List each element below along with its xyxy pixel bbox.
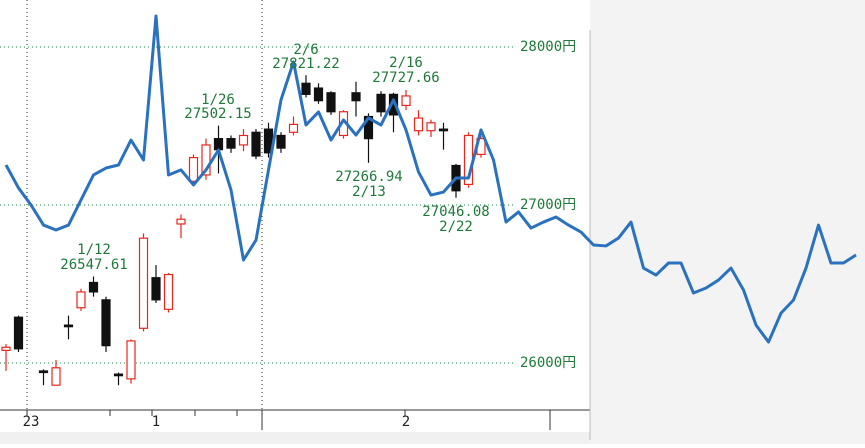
- x-tick-label: 2: [402, 414, 410, 430]
- candle-body: [313, 87, 324, 102]
- y-tick-label: 28000円: [520, 39, 576, 55]
- candle-body: [413, 117, 424, 132]
- candle-body: [38, 370, 49, 374]
- candle-body: [201, 144, 211, 176]
- y-tick-label: 27000円: [520, 197, 576, 213]
- annotation-date: 2/16: [389, 55, 423, 71]
- candle-body: [138, 237, 149, 329]
- candle-body: [151, 277, 161, 301]
- candle-body: [376, 93, 386, 113]
- candle-body: [88, 281, 99, 293]
- annotation-price: 27502.15: [184, 106, 251, 122]
- candle-body: [401, 95, 411, 107]
- outside-area: [590, 0, 865, 444]
- candle-body: [113, 373, 124, 377]
- candle-body: [101, 299, 111, 347]
- candle-body: [226, 138, 236, 149]
- annotation-price: 26547.61: [60, 257, 127, 273]
- candle-body: [188, 156, 199, 182]
- candle-body: [163, 273, 174, 310]
- candle-body: [176, 218, 186, 225]
- x-tick-label: 23: [23, 414, 40, 430]
- annotation-date: 2/22: [439, 219, 473, 235]
- candle-body: [63, 324, 74, 328]
- price-line: [4, 14, 857, 344]
- candle-body: [51, 367, 61, 386]
- y-tick-label: 26000円: [520, 355, 576, 371]
- annotation-price: 27046.08: [422, 204, 489, 220]
- annotation-date: 2/6: [293, 42, 318, 58]
- candle-body: [288, 123, 299, 133]
- candle-body: [426, 122, 436, 132]
- annotation-price: 27266.94: [335, 169, 402, 185]
- bottom-strip: [0, 432, 590, 444]
- candle-body: [13, 316, 24, 350]
- annotation-date: 1/12: [77, 242, 111, 258]
- candle-body: [438, 128, 449, 132]
- annotation-date: 1/26: [201, 92, 235, 108]
- candle-body: [238, 134, 249, 146]
- candle-body: [213, 138, 224, 151]
- annotation-date: 2/13: [352, 184, 386, 200]
- candle-body: [251, 131, 261, 157]
- candle-body: [126, 340, 136, 380]
- x-tick-label: 1: [152, 414, 160, 430]
- candle-body: [351, 92, 361, 102]
- annotation-price: 27727.66: [372, 70, 439, 86]
- annotation-price: 27821.22: [272, 56, 339, 72]
- candle-body: [301, 82, 311, 95]
- candle-body: [1, 346, 11, 352]
- candle-body: [276, 134, 286, 149]
- candle-body: [76, 291, 86, 309]
- candle-body: [326, 92, 336, 113]
